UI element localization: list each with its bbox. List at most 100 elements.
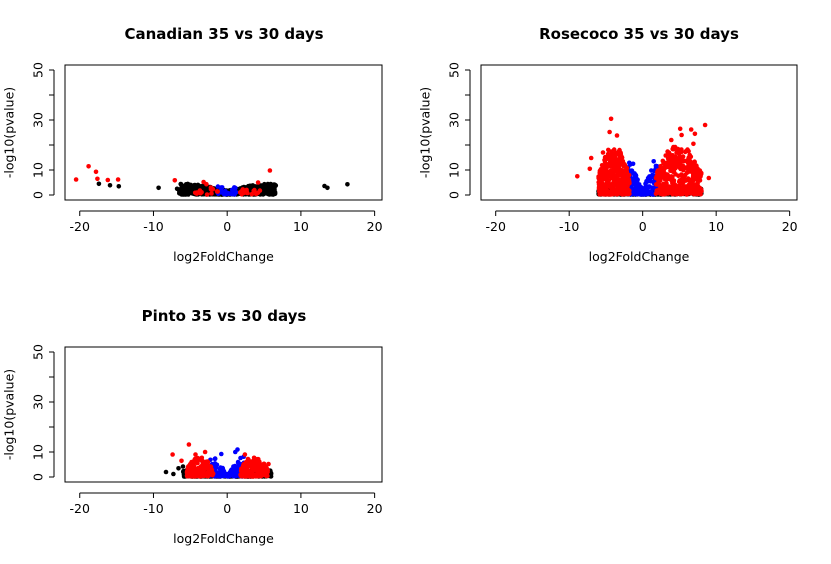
- data-point: [107, 183, 113, 188]
- data-point: [687, 184, 693, 189]
- data-point: [602, 176, 608, 182]
- data-point: [608, 116, 614, 122]
- data-point: [611, 179, 617, 184]
- data-point: [670, 182, 676, 187]
- data-point: [193, 452, 198, 457]
- data-point: [599, 163, 605, 168]
- data-point: [623, 190, 629, 196]
- data-point: [255, 456, 261, 462]
- data-point: [706, 175, 712, 181]
- data-point: [228, 191, 234, 196]
- data-point: [201, 179, 206, 185]
- data-point: [666, 150, 672, 156]
- x-tick-label: 20: [782, 219, 798, 234]
- x-axis-label: log2FoldChange: [173, 249, 274, 264]
- data-point: [662, 177, 668, 182]
- data-point: [229, 467, 234, 473]
- data-point: [95, 176, 100, 182]
- data-point: [681, 186, 687, 191]
- data-point: [249, 191, 255, 197]
- data-point: [634, 178, 639, 184]
- data-point: [239, 466, 244, 472]
- data-point: [250, 471, 255, 476]
- data-point: [649, 174, 654, 180]
- data-point: [252, 187, 257, 193]
- data-point: [600, 166, 605, 171]
- data-point: [242, 452, 248, 457]
- data-point: [259, 183, 265, 188]
- data-point: [163, 469, 169, 475]
- data-point: [669, 137, 674, 143]
- data-point: [624, 183, 629, 188]
- data-point: [657, 173, 662, 179]
- x-tick-label: -20: [70, 501, 90, 516]
- data-point: [621, 164, 627, 169]
- data-point: [244, 189, 249, 194]
- data-point: [667, 157, 673, 162]
- data-point: [687, 152, 692, 158]
- data-point: [684, 178, 689, 183]
- y-axis-label: -log10(pvalue): [418, 87, 433, 178]
- data-point: [688, 169, 694, 174]
- data-point: [653, 175, 659, 181]
- data-point: [677, 126, 683, 132]
- data-point: [264, 183, 270, 188]
- data-point: [265, 190, 271, 195]
- data-point: [625, 172, 630, 178]
- data-point: [668, 175, 674, 180]
- plot-frame: [64, 64, 383, 201]
- data-point: [597, 176, 602, 182]
- panel-title: Canadian 35 vs 30 days: [124, 25, 323, 43]
- data-point: [210, 471, 215, 477]
- x-tick-label: 0: [223, 501, 231, 516]
- data-point: [639, 187, 644, 192]
- x-tick-label: 20: [367, 219, 383, 234]
- data-point: [690, 176, 695, 182]
- x-tick-label: 10: [293, 219, 309, 234]
- data-point: [588, 155, 594, 161]
- data-point: [116, 184, 122, 189]
- data-point: [633, 172, 639, 178]
- data-point: [197, 473, 203, 479]
- data-point: [189, 472, 194, 478]
- data-point: [226, 473, 232, 479]
- data-point: [219, 451, 224, 457]
- data-point: [201, 463, 207, 469]
- data-point: [268, 185, 274, 190]
- data-point: [255, 190, 261, 196]
- y-axis: 0 10 30 50: [31, 62, 55, 199]
- data-point: [190, 184, 196, 189]
- data-point: [620, 159, 626, 164]
- x-tick-label: 10: [293, 501, 309, 516]
- plot-frame: [480, 64, 798, 201]
- data-point: [692, 131, 698, 137]
- data-point: [619, 180, 625, 186]
- data-point: [257, 460, 262, 466]
- data-point: [209, 191, 214, 196]
- data-point: [199, 455, 205, 461]
- data-point: [599, 173, 604, 178]
- data-point: [606, 173, 612, 179]
- data-point: [212, 456, 218, 461]
- data-point: [86, 164, 91, 169]
- data-point: [691, 141, 696, 147]
- data-point: [174, 186, 180, 192]
- data-point: [684, 192, 689, 197]
- data-point: [180, 464, 186, 469]
- y-tick-label: 10: [31, 162, 46, 178]
- data-point: [618, 167, 623, 173]
- points-group: [73, 164, 350, 197]
- data-point: [220, 466, 225, 472]
- data-point: [254, 468, 259, 474]
- data-point: [697, 174, 703, 180]
- data-point: [195, 455, 200, 461]
- data-point: [626, 177, 632, 182]
- data-point: [176, 466, 181, 471]
- data-point: [674, 191, 680, 197]
- data-point: [603, 169, 609, 174]
- x-tick-label: -20: [485, 219, 505, 234]
- data-point: [601, 188, 606, 193]
- y-tick-label: 0: [31, 473, 46, 481]
- y-tick-label: 0: [31, 191, 46, 199]
